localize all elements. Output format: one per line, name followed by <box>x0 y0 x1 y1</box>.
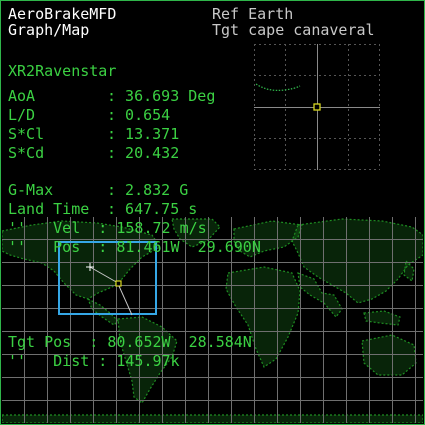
target-base: Tgt cape canaveral <box>212 21 375 39</box>
trajectory-trace <box>255 83 301 92</box>
readout-aoa-value: : 36.693 Deg <box>107 87 216 105</box>
reference-body: Ref Earth <box>212 5 294 23</box>
position-readout: '' Pos : 81.461W 29.690N <box>8 238 261 256</box>
target-position-readout: Tgt Pos : 80.652W 28.584N <box>8 333 252 351</box>
ground-track-line <box>89 266 119 284</box>
readout-ld-value: : 0.654 <box>107 106 171 124</box>
map-grid <box>2 217 423 423</box>
distance-readout: '' Dist : 145.97k <box>8 352 180 370</box>
map-view-box <box>58 241 157 315</box>
world-map <box>2 217 423 423</box>
readout-scl-label: S*Cl <box>8 125 90 143</box>
trajectory-graph <box>254 44 380 170</box>
readout-scl-value: : 13.371 <box>107 125 180 143</box>
vessel-name: XR2Ravenstar <box>8 62 117 80</box>
target-point-marker <box>313 103 321 111</box>
mfd-title: AeroBrakeMFD <box>8 5 117 23</box>
readout-scd-label: S*Cd <box>8 144 90 162</box>
track-extension-line <box>118 285 133 316</box>
vessel-position-marker <box>86 263 94 271</box>
land-time-label: Land Time <box>8 200 90 218</box>
target-position-marker <box>115 280 122 287</box>
readout-aoa-label: AoA <box>8 87 90 105</box>
velocity-readout: '' Vel : 158.72 m/s <box>8 219 207 237</box>
land-time-value: : 647.75 s <box>107 200 198 218</box>
mode-label: Graph/Map <box>8 21 90 39</box>
gmax-value: : 2.832 G <box>107 181 189 199</box>
gmax-label: G-Max <box>8 181 90 199</box>
readout-scd-value: : 20.432 <box>107 144 180 162</box>
readout-ld-label: L/D <box>8 106 90 124</box>
